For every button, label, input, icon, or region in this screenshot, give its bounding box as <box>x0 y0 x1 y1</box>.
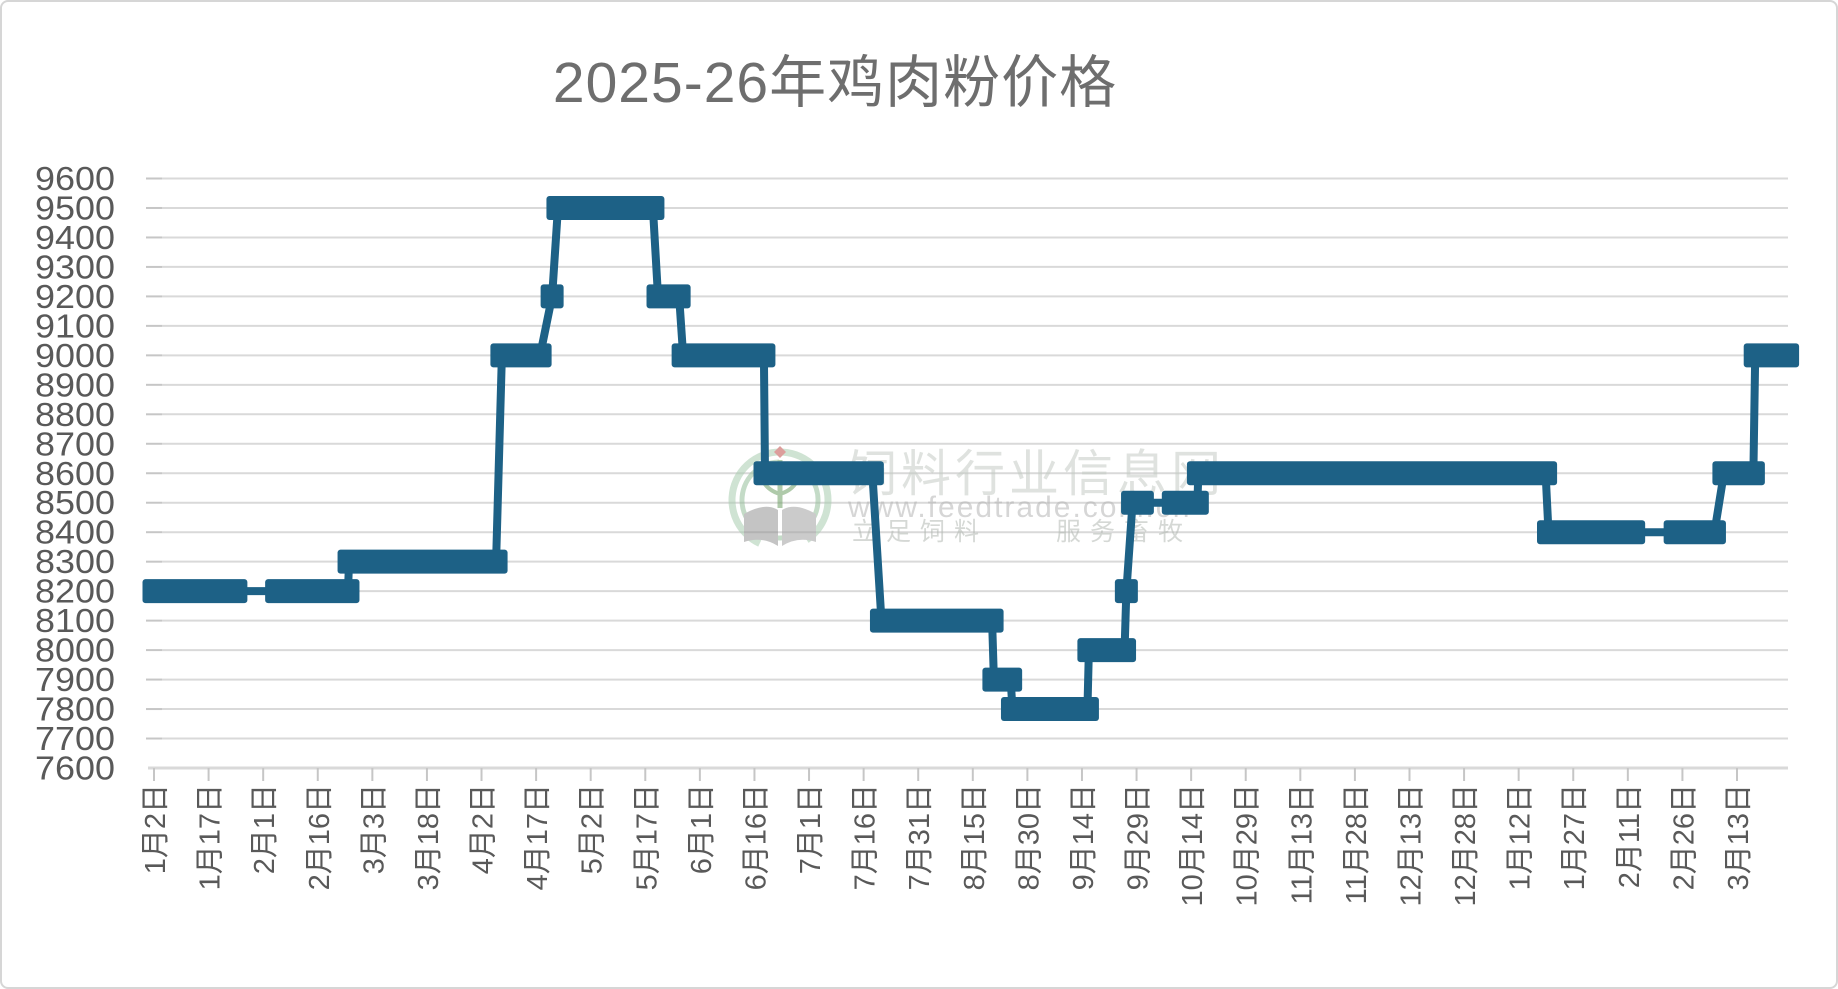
series-bar <box>1537 520 1646 545</box>
y-axis-label: 8800 <box>35 396 115 433</box>
x-axis-label: 1月17日 <box>195 784 227 890</box>
x-axis-label: 12月28日 <box>1450 784 1482 907</box>
series-bar <box>646 284 691 309</box>
x-axis-label: 6月1日 <box>686 784 718 874</box>
x-axis-label: 3月3日 <box>358 784 390 874</box>
x-axis-label: 2月16日 <box>304 784 336 890</box>
series-bar <box>1186 461 1558 486</box>
x-axis-label: 5月2日 <box>577 784 609 874</box>
series-bar <box>265 579 360 604</box>
y-axis-label: 9100 <box>35 307 115 344</box>
series-bar <box>869 608 1004 633</box>
series-bar <box>540 284 564 309</box>
x-axis-label: 2月11日 <box>1614 784 1646 888</box>
y-axis-label: 8400 <box>35 514 115 551</box>
y-axis-label: 8300 <box>35 543 115 580</box>
x-axis-label: 3月13日 <box>1723 784 1755 890</box>
series-bar <box>1121 490 1154 515</box>
y-axis-label: 8100 <box>35 602 115 639</box>
y-axis-label: 8500 <box>35 484 115 521</box>
y-axis-label: 8900 <box>35 366 115 403</box>
x-axis-label: 7月31日 <box>904 784 936 890</box>
y-axis-label: 8600 <box>35 455 115 492</box>
x-axis-label: 6月16日 <box>740 784 772 890</box>
y-axis-labels: 7600770078007900800081008200830084008500… <box>35 160 115 787</box>
x-axis-label: 1月2日 <box>140 784 172 874</box>
watermark-site-name: 饲料行业信息网 <box>847 446 1225 502</box>
y-axis-label: 9200 <box>35 278 115 315</box>
series-bar <box>142 579 248 604</box>
price-series <box>142 195 1800 722</box>
x-axis-label: 11月28日 <box>1341 784 1373 904</box>
series-bar <box>671 343 776 368</box>
x-axis-label: 11月13日 <box>1286 784 1318 904</box>
x-axis-label: 1月12日 <box>1505 784 1537 890</box>
x-axis-label: 9月29日 <box>1123 784 1155 890</box>
series-bar <box>1000 697 1099 722</box>
x-axis-label: 8月30日 <box>1013 784 1045 890</box>
x-axis-label: 7月1日 <box>795 784 827 874</box>
y-axis-label: 8700 <box>35 425 115 462</box>
x-axis-label: 2月1日 <box>249 784 281 874</box>
series-bar <box>1663 520 1726 545</box>
y-axis-label: 9600 <box>35 160 115 197</box>
y-axis-label: 8200 <box>35 573 115 610</box>
y-axis-label: 9500 <box>35 189 115 226</box>
x-axis-label: 7月16日 <box>850 784 882 890</box>
x-axis-label: 1月27日 <box>1559 784 1591 890</box>
y-axis-label: 9000 <box>35 337 115 374</box>
chart-title: 2025-26年鸡肉粉价格 <box>553 51 1117 115</box>
y-axis-label: 7800 <box>35 691 115 728</box>
y-axis-label: 9400 <box>35 219 115 256</box>
y-axis-label: 7600 <box>35 750 115 787</box>
series-bar <box>546 195 665 220</box>
x-axis-label: 10月29日 <box>1232 784 1264 907</box>
feedtrade-logo-icon <box>728 446 832 552</box>
series-bar <box>1743 343 1800 368</box>
series-bar <box>337 549 508 574</box>
y-axis-label: 7900 <box>35 661 115 698</box>
gridlines <box>146 177 1788 781</box>
x-axis-label: 10月14日 <box>1177 784 1209 907</box>
series-bar <box>490 343 552 368</box>
watermark-slogan: 立足饲料 服务畜牧 <box>852 518 1192 546</box>
y-axis-label: 8000 <box>35 632 115 669</box>
x-axis-label: 9月14日 <box>1068 784 1100 890</box>
x-axis-label: 4月2日 <box>468 784 500 874</box>
series-bar <box>1161 490 1209 515</box>
series-bar <box>1077 638 1137 663</box>
series-bar <box>753 461 884 486</box>
x-axis-label: 3月18日 <box>413 784 445 890</box>
x-axis-label: 5月17日 <box>631 784 663 890</box>
series-bar <box>1712 461 1765 486</box>
x-axis-label: 2月26日 <box>1668 784 1700 890</box>
y-axis-label: 9300 <box>35 248 115 285</box>
x-axis-label: 8月15日 <box>959 784 991 890</box>
x-axis-label: 12月13日 <box>1395 784 1427 907</box>
series-bar <box>1114 579 1138 604</box>
x-axis-labels: 1月2日 1月17日 2月1日 2月16日 3月3日 3月18日 4月2日 4月17日 5月2日… <box>140 784 1755 907</box>
y-axis-label: 7700 <box>35 720 115 757</box>
series-bar <box>982 667 1023 692</box>
x-axis-label: 4月17日 <box>522 784 554 890</box>
